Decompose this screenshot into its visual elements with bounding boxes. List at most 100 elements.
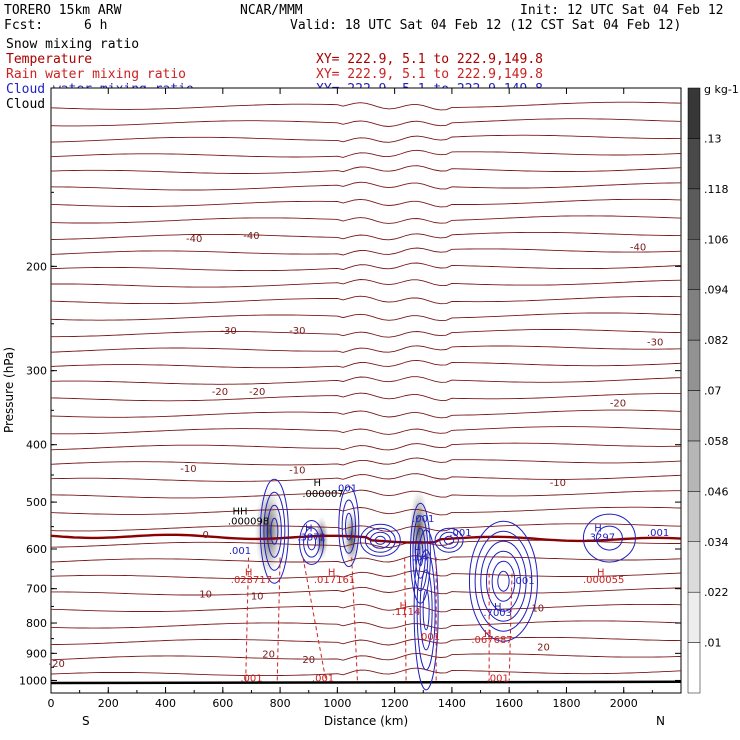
- contour-label: -40: [186, 234, 202, 245]
- contour-label: .3872: [297, 532, 326, 543]
- contour-label: H: [245, 567, 253, 578]
- temperature-contour: [50, 506, 682, 516]
- colorbar-tick-label: .082: [704, 334, 729, 347]
- x-tick-label: 600: [212, 697, 233, 710]
- cloud-contour: [413, 529, 439, 691]
- colorbar-tick-label: .022: [704, 586, 729, 599]
- colorbar-tick-label: .118: [704, 183, 729, 196]
- contour-label: .017161: [314, 575, 355, 586]
- colorbar-tick-label: .058: [704, 435, 729, 448]
- temperature-contour: [50, 247, 682, 256]
- colorbar-tick-label: .07: [704, 385, 722, 398]
- contour-label: -20: [610, 399, 626, 410]
- colorbar-segment: [687, 188, 701, 240]
- cloud-contour: [419, 569, 433, 651]
- contour-label: 20: [302, 655, 315, 666]
- contour-label: -10: [180, 464, 196, 475]
- contour-label: .001: [229, 546, 251, 557]
- contour-label: H: [314, 478, 322, 489]
- temperature-contours: [50, 101, 682, 685]
- temperature-contour: [50, 181, 682, 191]
- y-tick-label: 700: [26, 583, 47, 596]
- colorbar-unit: g kg-1: [704, 83, 739, 96]
- cloud-contour: [480, 540, 527, 622]
- contour-label: .067687: [471, 635, 512, 646]
- cloud-contour: [341, 499, 356, 554]
- y-tick-label: 600: [26, 543, 47, 556]
- plot-frame: [50, 87, 682, 694]
- temperature-contour: [50, 101, 682, 111]
- cloud-contour: [474, 530, 533, 632]
- cloud-contour: [374, 535, 386, 545]
- field-xy: XY= 222.9, 5.1 to 222.9,149.8: [316, 67, 543, 82]
- contour-label: 20: [537, 642, 550, 653]
- y-axis-label: Pressure (hPa): [2, 347, 16, 433]
- colorbar-tick-label: .046: [704, 485, 729, 498]
- contour-label: .001: [312, 674, 334, 685]
- contour-label: H: [494, 602, 502, 613]
- valid-time: Valid: 18 UTC Sat 04 Feb 12 (12 CST Sat …: [290, 18, 681, 33]
- contour-label: .023717: [231, 575, 272, 586]
- contour-label: .001: [240, 674, 262, 685]
- field-name: Temperature: [6, 52, 92, 67]
- y-tick-label: 900: [26, 647, 47, 660]
- y-tick-label: 400: [26, 439, 47, 452]
- contour-label: .001: [647, 528, 669, 539]
- x-tick-label: 1000: [323, 697, 351, 710]
- colorbar-tick-label: .13: [704, 132, 722, 145]
- surface-line: [50, 680, 682, 685]
- x-tick-label: 400: [155, 697, 176, 710]
- cloud-contour: [416, 549, 436, 671]
- temperature-contour: [51, 586, 682, 596]
- contour-label: .7003: [483, 608, 512, 619]
- contour-label: H: [597, 567, 605, 578]
- cloud-contour: [497, 570, 510, 592]
- contour-label: H: [399, 601, 407, 612]
- colorbar-segment: [687, 642, 701, 694]
- colorbar-segment: [687, 541, 701, 593]
- contour-label: -30: [220, 326, 236, 337]
- colorbar-segment: [687, 390, 701, 442]
- cloud-contour: [485, 550, 521, 612]
- center-title: NCAR/MMM: [240, 3, 303, 18]
- axes: 0 200 400 600 800 1000 1200 1400 1600 1800 2000200…: [19, 88, 682, 710]
- temperature-contour: [50, 215, 682, 224]
- cloud-contour: [414, 527, 426, 579]
- contour-label: H: [484, 629, 492, 640]
- colorbar-segment: [687, 87, 701, 139]
- temperature-contour: [50, 312, 682, 322]
- contour-label: HH: [232, 507, 247, 518]
- contour-label: -10: [289, 465, 305, 476]
- x-tick-label: 1600: [495, 697, 523, 710]
- x-tick-label: 200: [98, 697, 119, 710]
- rain-water-contours: [245, 557, 513, 681]
- contour-label: -30: [289, 326, 305, 337]
- fcst-label: Fcst:: [4, 18, 43, 33]
- x-tick-label: 2000: [610, 697, 638, 710]
- field-name: Snow mixing ratio: [6, 37, 139, 52]
- south-label: S: [82, 714, 90, 728]
- cloud-contour: [364, 527, 396, 553]
- temperature-contour: [50, 570, 682, 579]
- temperature-contour: [50, 555, 682, 564]
- contour-label: 20: [262, 650, 275, 661]
- x-tick-label: 1800: [552, 697, 580, 710]
- contour-label: .000007: [302, 489, 343, 500]
- cloud-contour: [439, 531, 459, 549]
- contour-label: -40: [630, 242, 646, 253]
- x-tick-label: 800: [270, 697, 291, 710]
- temperature-contour: [50, 426, 682, 435]
- cloud-contour: [582, 513, 636, 563]
- x-tick-label: 1200: [381, 697, 409, 710]
- y-tick-label: 300: [26, 365, 47, 378]
- header: TORERO 15km ARW NCAR/MMM Init: 12 UTC Sa…: [4, 3, 724, 33]
- contour-label: H: [414, 545, 422, 556]
- contour-label: .1114: [392, 607, 421, 618]
- colorbar-tick-label: .034: [704, 536, 729, 549]
- y-tick-label: 200: [26, 260, 47, 273]
- cloud-contour: [369, 531, 391, 549]
- contour-label: 10: [199, 590, 212, 601]
- contour-label: 10: [251, 591, 264, 602]
- colorbar-segment: [687, 440, 701, 492]
